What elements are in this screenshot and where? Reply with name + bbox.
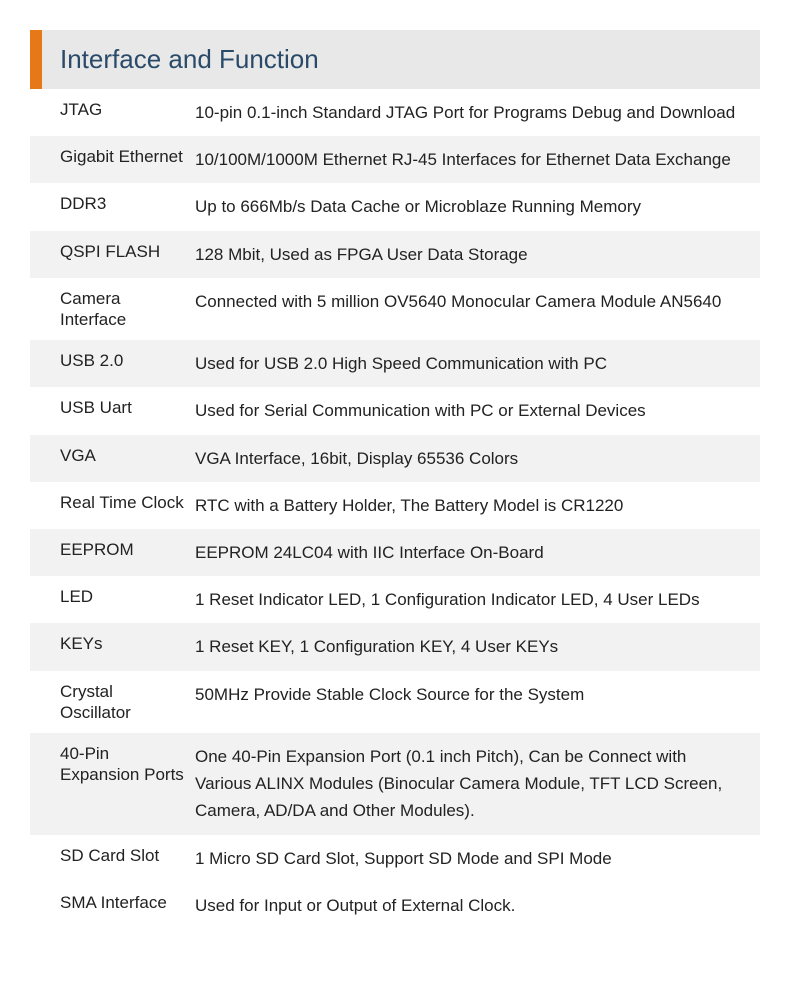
row-desc: 1 Reset KEY, 1 Configuration KEY, 4 User…	[195, 623, 760, 670]
table-row: SMA Interface Used for Input or Output o…	[30, 882, 760, 929]
row-label: KEYs	[30, 623, 195, 664]
row-desc: 10/100M/1000M Ethernet RJ-45 Interfaces …	[195, 136, 760, 183]
table-row: Gigabit Ethernet 10/100M/1000M Ethernet …	[30, 136, 760, 183]
row-label: SMA Interface	[30, 882, 195, 923]
row-label: Real Time Clock	[30, 482, 195, 523]
row-desc: EEPROM 24LC04 with IIC Interface On-Boar…	[195, 529, 760, 576]
table-row: VGA VGA Interface, 16bit, Display 65536 …	[30, 435, 760, 482]
spec-sheet: Interface and Function JTAG 10-pin 0.1-i…	[0, 0, 790, 949]
row-desc: Used for Serial Communication with PC or…	[195, 387, 760, 434]
table-row: USB 2.0 Used for USB 2.0 High Speed Comm…	[30, 340, 760, 387]
row-label: Camera Interface	[30, 278, 195, 341]
table-row: JTAG 10-pin 0.1-inch Standard JTAG Port …	[30, 89, 760, 136]
table-row: LED 1 Reset Indicator LED, 1 Configurati…	[30, 576, 760, 623]
row-label: 40-Pin Expansion Ports	[30, 733, 195, 796]
row-desc: 1 Reset Indicator LED, 1 Configuration I…	[195, 576, 760, 623]
row-label: USB Uart	[30, 387, 195, 428]
row-desc: VGA Interface, 16bit, Display 65536 Colo…	[195, 435, 760, 482]
row-desc: Used for USB 2.0 High Speed Communicatio…	[195, 340, 760, 387]
spec-table: JTAG 10-pin 0.1-inch Standard JTAG Port …	[30, 89, 760, 929]
table-row: DDR3 Up to 666Mb/s Data Cache or Microbl…	[30, 183, 760, 230]
row-label: QSPI FLASH	[30, 231, 195, 272]
row-desc: 1 Micro SD Card Slot, Support SD Mode an…	[195, 835, 760, 882]
row-desc: 50MHz Provide Stable Clock Source for th…	[195, 671, 760, 718]
table-row: KEYs 1 Reset KEY, 1 Configuration KEY, 4…	[30, 623, 760, 670]
row-label: LED	[30, 576, 195, 617]
table-row: QSPI FLASH 128 Mbit, Used as FPGA User D…	[30, 231, 760, 278]
row-desc: Used for Input or Output of External Clo…	[195, 882, 760, 929]
row-desc: 128 Mbit, Used as FPGA User Data Storage	[195, 231, 760, 278]
table-row: Crystal Oscillator 50MHz Provide Stable …	[30, 671, 760, 734]
table-row: SD Card Slot 1 Micro SD Card Slot, Suppo…	[30, 835, 760, 882]
table-row: Camera Interface Connected with 5 millio…	[30, 278, 760, 341]
row-desc: One 40-Pin Expansion Port (0.1 inch Pitc…	[195, 733, 760, 835]
row-label: Crystal Oscillator	[30, 671, 195, 734]
row-label: DDR3	[30, 183, 195, 224]
table-row: EEPROM EEPROM 24LC04 with IIC Interface …	[30, 529, 760, 576]
row-label: EEPROM	[30, 529, 195, 570]
table-row: Real Time Clock RTC with a Battery Holde…	[30, 482, 760, 529]
section-header: Interface and Function	[30, 30, 760, 89]
row-label: Gigabit Ethernet	[30, 136, 195, 177]
table-row: 40-Pin Expansion Ports One 40-Pin Expans…	[30, 733, 760, 835]
header-accent-bar	[30, 30, 42, 89]
row-label: SD Card Slot	[30, 835, 195, 876]
row-label: USB 2.0	[30, 340, 195, 381]
table-row: USB Uart Used for Serial Communication w…	[30, 387, 760, 434]
row-desc: RTC with a Battery Holder, The Battery M…	[195, 482, 760, 529]
row-desc: Connected with 5 million OV5640 Monocula…	[195, 278, 760, 325]
row-label: VGA	[30, 435, 195, 476]
row-desc: 10-pin 0.1-inch Standard JTAG Port for P…	[195, 89, 760, 136]
row-desc: Up to 666Mb/s Data Cache or Microblaze R…	[195, 183, 760, 230]
section-title: Interface and Function	[42, 30, 760, 89]
row-label: JTAG	[30, 89, 195, 130]
